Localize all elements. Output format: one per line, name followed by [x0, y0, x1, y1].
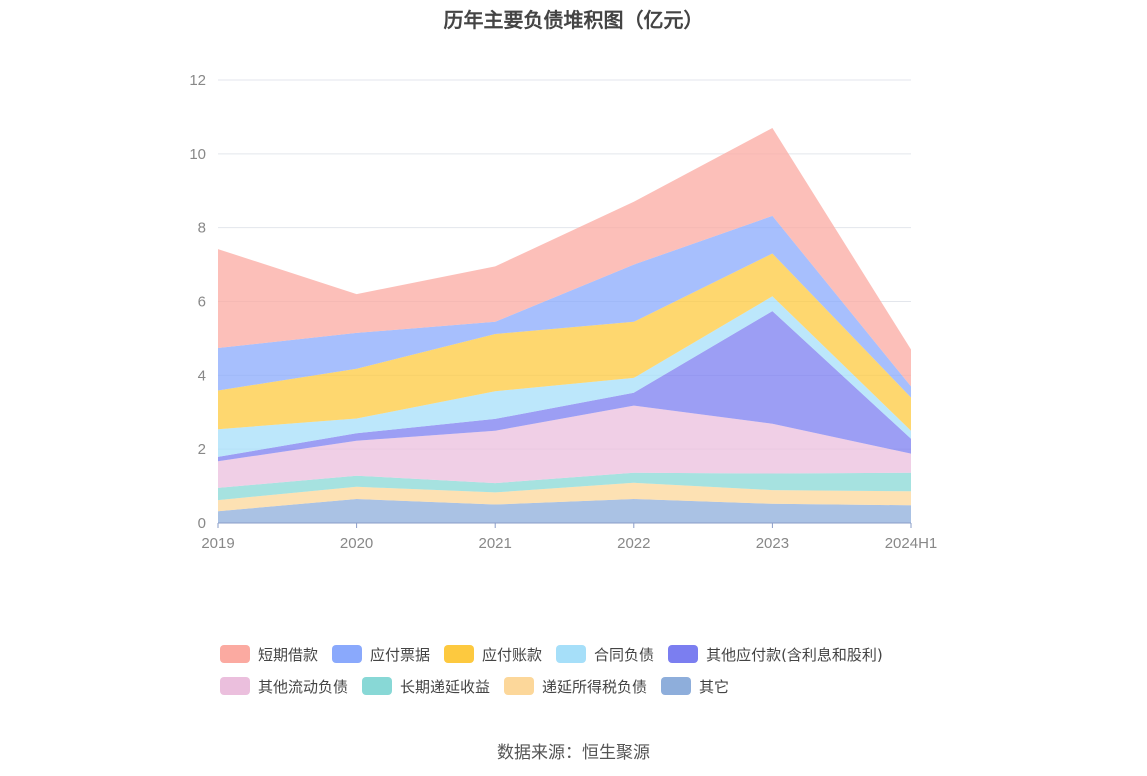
area-series-5[interactable] — [218, 296, 911, 457]
legend-swatch — [362, 677, 393, 695]
legend-swatch — [444, 645, 475, 663]
area-series-0[interactable] — [218, 499, 911, 523]
y-tick-label: 0 — [198, 515, 206, 532]
source-note: 数据来源：恒生聚源 — [497, 743, 650, 763]
x-tick-label: 2021 — [479, 535, 512, 552]
y-tick-label: 8 — [198, 220, 206, 237]
legend-item[interactable]: 其它 — [661, 676, 729, 697]
x-tick-label: 2022 — [617, 535, 650, 552]
legend-label: 其他应付款(含利息和股利) — [706, 645, 883, 664]
legend-label: 长期递延收益 — [400, 677, 491, 696]
y-tick-label: 12 — [189, 72, 206, 89]
legend-item[interactable]: 合同负债 — [556, 644, 654, 665]
legend-item[interactable]: 应付账款 — [444, 644, 542, 665]
legend-label: 合同负债 — [594, 645, 655, 664]
legend-swatch — [220, 677, 250, 695]
legend-item[interactable]: 长期递延收益 — [362, 676, 490, 697]
legend-swatch — [556, 645, 587, 663]
legend-item[interactable]: 其他流动负债 — [220, 676, 348, 697]
legend-item[interactable]: 短期借款 — [220, 644, 318, 665]
x-tick-label: 2020 — [340, 535, 373, 552]
x-tick-label: 2024H1 — [885, 535, 938, 552]
legend-label: 其他流动负债 — [258, 677, 349, 696]
legend-label: 短期借款 — [258, 645, 319, 664]
legend-label: 应付账款 — [482, 645, 543, 664]
stacked-area-chart: 0 2 4 6 8 10 12 2019 2020 2021 2022 2023 2024H1 — [189, 72, 937, 552]
legend-label: 应付票据 — [370, 645, 431, 664]
legend-row: 其他流动负债 长期递延收益 递延所得税负债 其它 — [220, 670, 980, 702]
area-series-6[interactable] — [218, 253, 911, 431]
area-series-2[interactable] — [218, 472, 911, 501]
legend-swatch — [661, 677, 692, 695]
area-series-3[interactable] — [218, 405, 911, 488]
legend-swatch — [668, 645, 699, 663]
y-tick-label: 6 — [198, 294, 206, 311]
area-series-7[interactable] — [218, 215, 911, 398]
legend: 短期借款 应付票据 应付账款 合同负债 其他应付款(含利息和股利) 其他流动负债 长期递延… — [220, 638, 980, 702]
axes: 0 2 4 6 8 10 12 2019 2020 2021 2022 2023 2024H1 — [189, 72, 937, 552]
legend-label: 递延所得税负债 — [542, 677, 648, 696]
area-series-1[interactable] — [218, 482, 911, 512]
legend-item[interactable]: 应付票据 — [332, 644, 430, 665]
legend-item[interactable]: 其他应付款(含利息和股利) — [668, 644, 883, 665]
area-series-8[interactable] — [218, 128, 911, 387]
legend-item[interactable]: 递延所得税负债 — [504, 676, 647, 697]
legend-label: 其它 — [699, 677, 730, 696]
area-series — [218, 128, 911, 523]
y-tick-label: 4 — [198, 367, 206, 384]
y-tick-label: 10 — [189, 146, 206, 163]
y-tick-label: 2 — [198, 441, 206, 458]
chart-title: 历年主要负债堆积图（亿元） — [443, 8, 704, 32]
legend-swatch — [220, 645, 250, 663]
x-tick-label: 2023 — [756, 535, 789, 552]
legend-swatch — [332, 645, 363, 663]
area-series-4[interactable] — [218, 311, 911, 462]
legend-swatch — [504, 677, 535, 695]
x-tick-label: 2019 — [201, 535, 234, 552]
legend-row: 短期借款 应付票据 应付账款 合同负债 其他应付款(含利息和股利) — [220, 638, 980, 670]
